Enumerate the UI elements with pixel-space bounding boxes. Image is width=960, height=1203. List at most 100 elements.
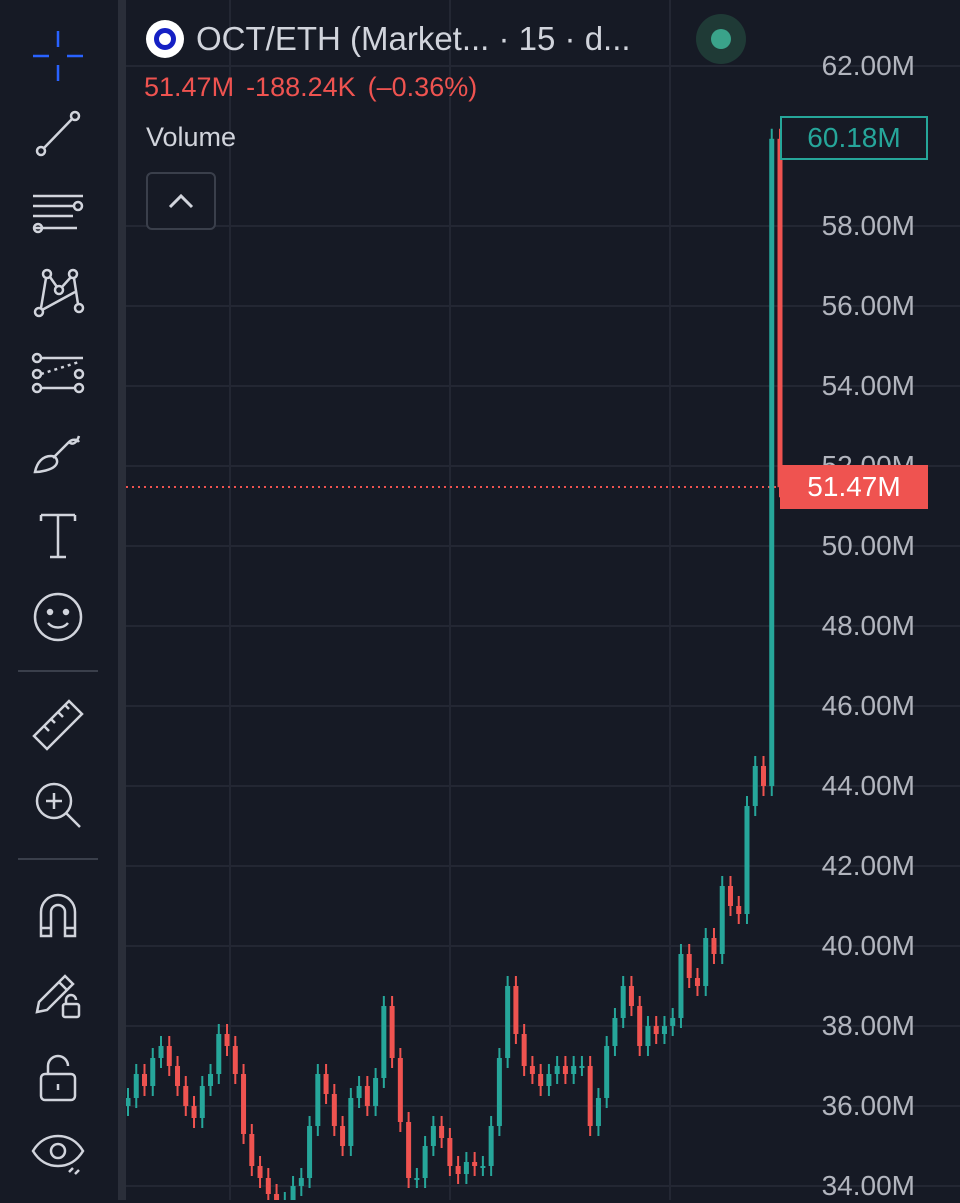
candle [348,1098,353,1146]
market-status-icon[interactable] [696,14,746,64]
candle [596,1098,601,1126]
candle [530,1066,535,1074]
toolbar-divider [18,670,98,672]
price-axis-label: 36.00M [822,1089,915,1123]
candle [266,1178,271,1194]
toolbar-divider [18,858,98,860]
price-axis-label: 48.00M [822,609,915,643]
candle [604,1046,609,1098]
last-value-badge: 51.47M [780,465,928,509]
candle [670,1018,675,1026]
eye-icon[interactable] [27,1120,89,1182]
candle [332,1094,337,1126]
candle [695,978,700,986]
candle [208,1074,213,1086]
candle [571,1066,576,1074]
brush-icon[interactable] [27,422,89,484]
candle [629,986,634,1006]
candle [778,139,783,487]
candle [439,1126,444,1138]
candle [736,906,741,914]
candle [299,1178,304,1186]
toolbar-separator[interactable] [118,0,126,1200]
trend-line-icon[interactable] [27,102,89,164]
candle [588,1066,593,1126]
candle [357,1086,362,1098]
high-value-badge: 60.18M [780,116,928,160]
change-value: -188.24K [246,72,356,102]
candle [538,1074,543,1086]
candle [621,986,626,1018]
prediction-icon[interactable] [27,342,89,404]
fib-retracement-icon[interactable] [27,182,89,244]
candle [233,1046,238,1074]
price-axis-label: 38.00M [822,1009,915,1043]
candle [142,1074,147,1086]
candle [662,1026,667,1034]
candle [769,139,774,786]
price-axis-label: 54.00M [822,369,915,403]
candle [505,986,510,1058]
candle [472,1162,477,1166]
candle [373,1078,378,1106]
candle [678,954,683,1018]
change-percent: (–0.36%) [368,72,478,102]
candle [720,886,725,954]
candle [703,938,708,986]
candle [126,1098,131,1106]
candle [637,1006,642,1046]
price-axis-label: 46.00M [822,689,915,723]
price-axis-label: 58.00M [822,209,915,243]
candle [513,986,518,1034]
candle [291,1186,296,1200]
price-axis-label: 50.00M [822,529,915,563]
candle [555,1066,560,1074]
candle [183,1086,188,1106]
candle [522,1034,527,1066]
candle [563,1066,568,1074]
pattern-icon[interactable] [27,262,89,324]
last-value: 51.47M [144,72,234,102]
lock-drawing-icon[interactable] [27,964,89,1026]
candle [175,1066,180,1086]
price-axis-label: 34.00M [822,1169,915,1203]
candle [398,1058,403,1122]
drawing-toolbar [0,0,118,1200]
candle [753,766,758,806]
chevron-up-icon [167,192,195,210]
candle [744,806,749,914]
symbol-title[interactable]: OCT/ETH (Market... · 15 · d... [196,20,631,58]
ruler-icon[interactable] [27,694,89,756]
candle [324,1074,329,1094]
symbol-header[interactable]: OCT/ETH (Market... · 15 · d... [146,16,631,62]
magnet-icon[interactable] [27,884,89,946]
collapse-button[interactable] [146,172,216,230]
candle [480,1166,485,1168]
candle [654,1026,659,1034]
candle [134,1074,139,1098]
text-icon[interactable] [27,505,89,567]
candle [761,766,766,786]
candle [365,1086,370,1106]
candle [159,1046,164,1058]
candle [315,1074,320,1126]
emoji-icon[interactable] [27,586,89,648]
zoom-in-icon[interactable] [27,774,89,836]
candle [497,1058,502,1126]
candle [645,1026,650,1046]
crosshair-icon[interactable] [27,25,89,87]
candle [390,1006,395,1058]
candle [456,1166,461,1174]
candle [447,1138,452,1166]
candle [241,1074,246,1134]
indicator-label[interactable]: Volume [146,122,236,153]
candle [274,1194,279,1200]
candle [464,1162,469,1174]
candle [406,1122,411,1178]
candle [167,1046,172,1066]
lock-icon[interactable] [27,1046,89,1108]
price-axis-label: 56.00M [822,289,915,323]
candle [711,938,716,954]
price-axis-label: 40.00M [822,929,915,963]
candle [612,1018,617,1046]
